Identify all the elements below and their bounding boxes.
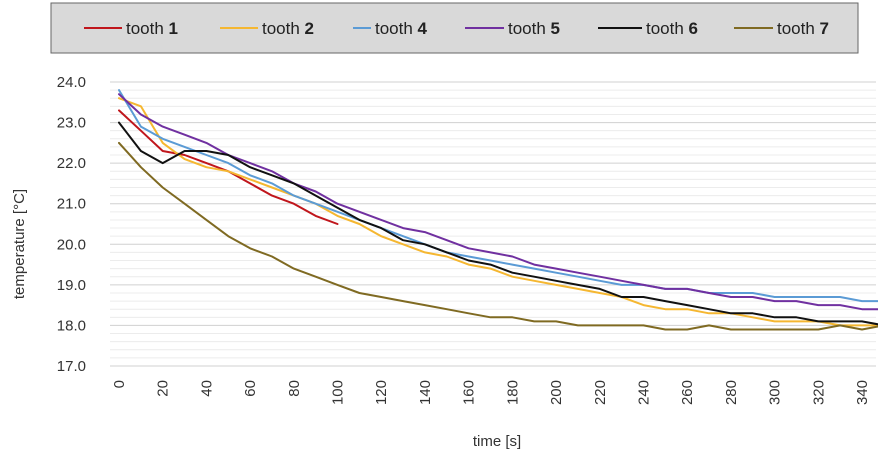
y-tick-label: 18.0 bbox=[57, 317, 86, 334]
x-tick-label: 0 bbox=[111, 380, 128, 388]
x-tick-label: 160 bbox=[461, 380, 478, 405]
x-axis-label: time [s] bbox=[473, 433, 521, 450]
x-tick-label: 300 bbox=[767, 380, 784, 405]
series-line-5 bbox=[118, 93, 878, 311]
y-tick-label: 24.0 bbox=[57, 74, 86, 91]
legend-word: tooth bbox=[375, 19, 418, 38]
legend-label-4: tooth 4 bbox=[375, 19, 428, 38]
legend-word: tooth bbox=[126, 19, 169, 38]
legend-number: 7 bbox=[820, 19, 829, 38]
series-line-1 bbox=[118, 109, 339, 225]
x-tick-label: 180 bbox=[504, 380, 521, 405]
series-lines bbox=[118, 89, 878, 331]
x-tick-label: 340 bbox=[854, 380, 871, 405]
legend-number: 2 bbox=[305, 19, 314, 38]
legend-label-5: tooth 5 bbox=[508, 19, 560, 38]
y-tick-labels: 17.0 18.0 19.0 20.0 21.0 22.0 23.0 24.0 bbox=[57, 74, 86, 375]
y-tick-label: 20.0 bbox=[57, 236, 86, 253]
y-tick-label: 17.0 bbox=[57, 358, 86, 375]
x-tick-label: 20 bbox=[155, 380, 172, 397]
legend-label-2: tooth 2 bbox=[262, 19, 314, 38]
legend-word: tooth bbox=[646, 19, 689, 38]
legend: tooth 1 tooth 2 tooth 4 tooth 5 tooth 6 tooth… bbox=[50, 2, 859, 54]
y-axis-label: temperature [°C] bbox=[11, 189, 28, 299]
x-tick-label: 60 bbox=[242, 380, 259, 397]
legend-word: tooth bbox=[508, 19, 551, 38]
legend-label-6: tooth 6 bbox=[646, 19, 698, 38]
x-tick-labels: 0 20 40 60 80 100 120 140 160 180 200 220 240 260 280 3… bbox=[111, 380, 871, 405]
y-tick-label: 19.0 bbox=[57, 277, 86, 294]
series-line-6 bbox=[118, 121, 878, 326]
x-tick-label: 260 bbox=[679, 380, 696, 405]
y-tick-label: 21.0 bbox=[57, 196, 86, 213]
legend-number: 6 bbox=[689, 19, 698, 38]
legend-box bbox=[50, 2, 859, 54]
x-tick-label: 320 bbox=[810, 380, 827, 405]
legend-word: tooth bbox=[262, 19, 305, 38]
x-tick-label: 80 bbox=[286, 380, 303, 397]
series-line-7 bbox=[118, 141, 878, 331]
legend-number: 5 bbox=[551, 19, 560, 38]
x-tick-label: 280 bbox=[723, 380, 740, 405]
x-tick-label: 40 bbox=[198, 380, 215, 397]
legend-label-7: tooth 7 bbox=[777, 19, 829, 38]
y-tick-label: 22.0 bbox=[57, 155, 86, 172]
x-tick-label: 140 bbox=[417, 380, 434, 405]
x-tick-label: 220 bbox=[592, 380, 609, 405]
gridlines bbox=[110, 81, 876, 367]
legend-number: 4 bbox=[418, 19, 428, 38]
legend-word: tooth bbox=[777, 19, 820, 38]
x-tick-label: 120 bbox=[373, 380, 390, 405]
series-line-4 bbox=[118, 89, 878, 303]
legend-number: 1 bbox=[169, 19, 178, 38]
series-line-2 bbox=[118, 97, 878, 327]
x-tick-label: 240 bbox=[635, 380, 652, 405]
legend-label-1: tooth 1 bbox=[126, 19, 178, 38]
y-tick-label: 23.0 bbox=[57, 115, 86, 132]
x-tick-label: 200 bbox=[548, 380, 565, 405]
x-tick-label: 100 bbox=[330, 380, 347, 405]
